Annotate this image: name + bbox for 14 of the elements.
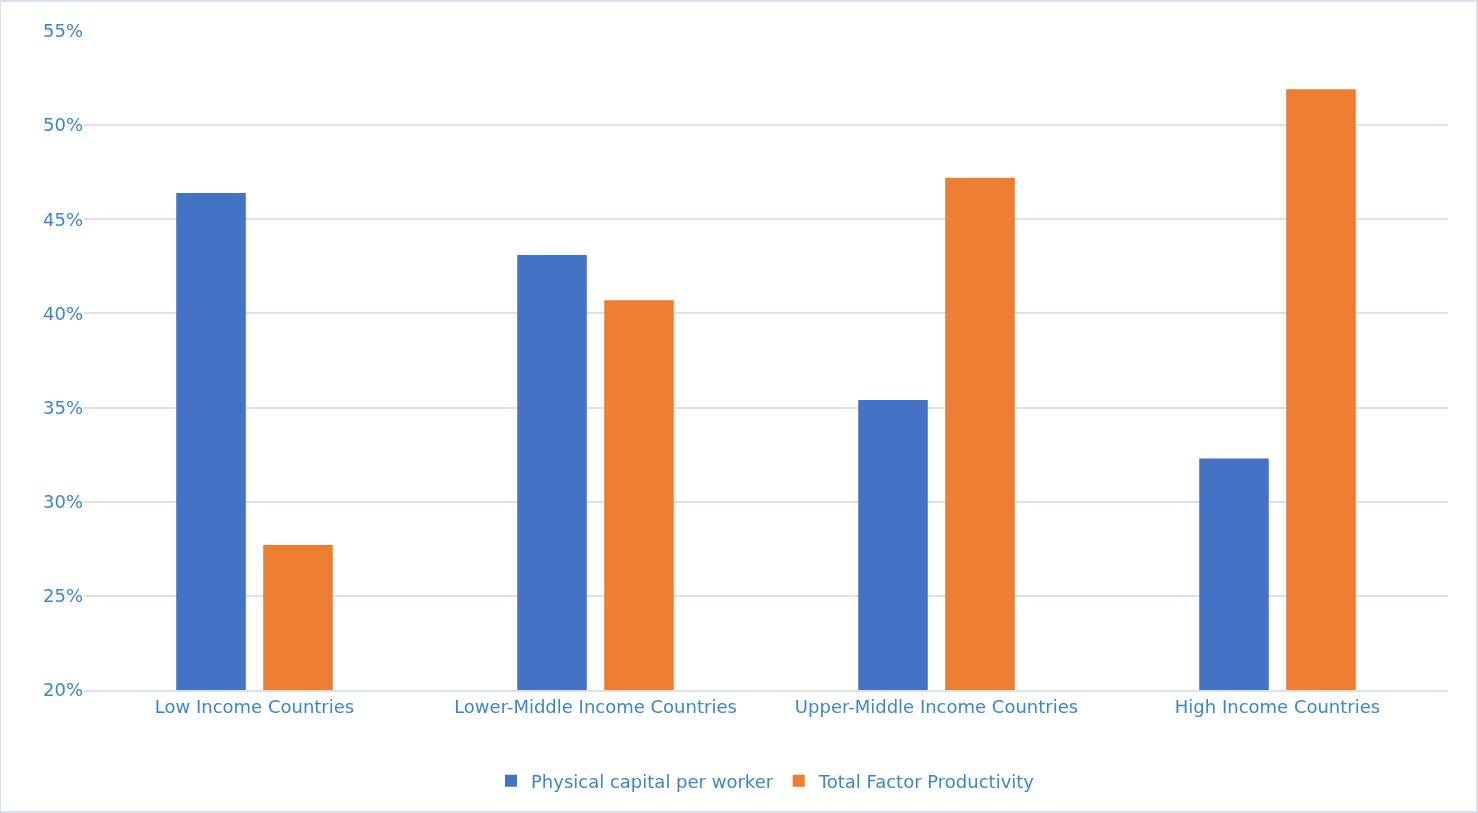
y-tick-label: 35% [42,396,83,418]
legend-label: Total Factor Productivity [817,770,1035,792]
legend-label: Physical capital per worker [531,770,774,792]
y-tick-label: 25% [42,585,83,607]
y-tick-label: 20% [42,679,83,701]
y-tick-label: 30% [42,491,83,513]
x-tick-label: High Income Countries [1174,696,1381,718]
y-tick-label: 45% [42,208,83,230]
x-tick-label: Upper-Middle Income Countries [794,696,1079,718]
y-tick-label: 40% [42,302,83,324]
x-tick-label: Lower-Middle Income Countries [454,696,737,718]
y-tick-label: 55% [42,20,83,42]
y-tick-label: 50% [42,114,83,136]
x-tick-label: Low Income Countries [154,696,355,718]
